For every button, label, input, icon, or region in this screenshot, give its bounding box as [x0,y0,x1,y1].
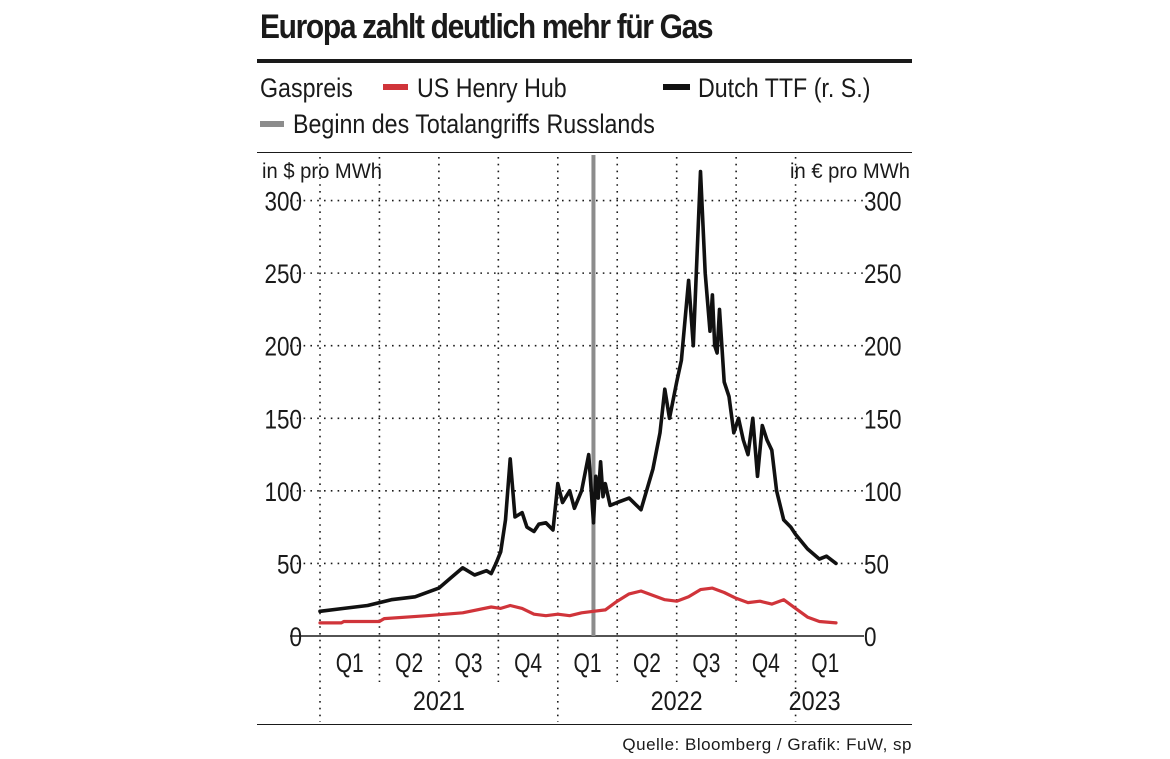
x-tick-quarter: Q3 [692,648,720,678]
y-axis-right-label: in € pro MWh [790,160,910,183]
source-note: Quelle: Bloomberg / Grafik: FuW, sp [622,735,912,754]
y-tick-right: 100 [864,477,902,507]
y-tick-left: 300 [265,187,303,217]
y-tick-left: 100 [265,477,303,507]
y-tick-left: 250 [265,259,303,289]
legend-swatch-invasion [260,121,284,127]
y-tick-left: 50 [277,549,302,579]
legend-heading: Gaspreis [260,73,353,103]
x-tick-quarter: Q1 [811,648,839,678]
x-tick-quarter: Q1 [574,648,602,678]
y-tick-right: 50 [864,549,889,579]
x-tick-quarter: Q2 [633,648,661,678]
y-tick-right: 0 [864,622,877,652]
x-tick-quarter: Q1 [336,648,364,678]
x-tick-year: 2022 [651,686,703,716]
series-line-ttf [318,169,838,614]
x-tick-quarter: Q3 [455,648,483,678]
y-tick-left: 200 [265,332,303,362]
chart-title: Europa zahlt deutlich mehr für Gas [260,8,714,46]
y-tick-right: 150 [864,404,902,434]
x-tick-quarter: Q4 [752,648,780,678]
y-tick-right: 250 [864,259,902,289]
legend-swatch-ttf [663,84,690,90]
y-tick-right: 200 [864,332,902,362]
y-tick-right: 300 [864,187,902,217]
y-tick-left: 150 [265,404,303,434]
legend-swatch-henry-hub [383,84,408,90]
legend-label-henry-hub: US Henry Hub [417,73,567,103]
x-tick-year: 2021 [413,686,465,716]
series-line-henry-hub [318,586,838,625]
bottom-rule [257,724,912,725]
title-rule [257,59,912,63]
x-tick-year: 2023 [789,686,841,716]
legend-rule [257,152,912,153]
y-axis-left-label: in $ pro MWh [262,160,382,183]
legend-label-ttf: Dutch TTF (r. S.) [698,73,871,103]
x-tick-quarter: Q4 [514,648,542,678]
y-tick-left: 0 [290,622,303,652]
x-tick-quarter: Q2 [395,648,423,678]
legend-label-invasion: Beginn des Totalangriffs Russlands [293,109,655,139]
